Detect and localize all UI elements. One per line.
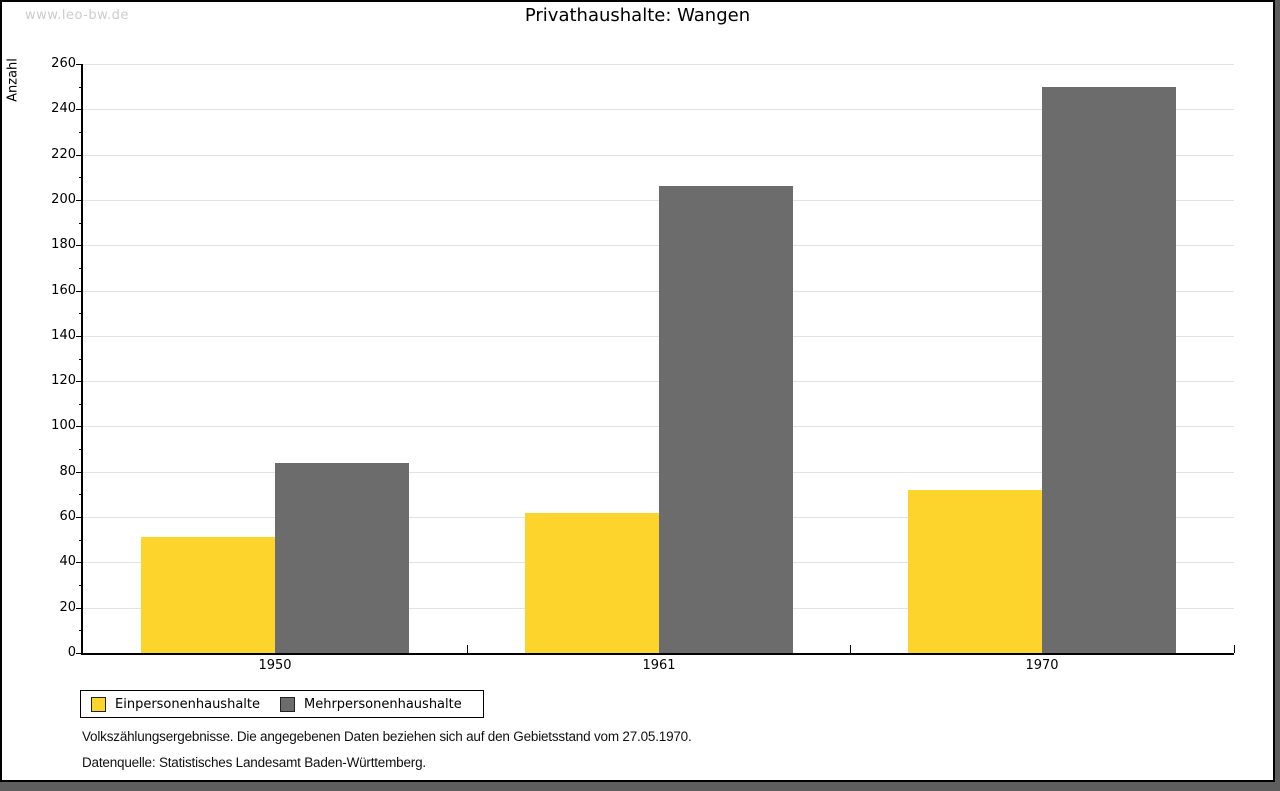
y-axis-tick: [76, 653, 83, 654]
y-tick-label: 80: [59, 464, 76, 479]
gridline: [83, 155, 1234, 156]
bar-mehrpersonenhaushalte-1970: [1042, 87, 1176, 653]
bar-mehrpersonenhaushalte-1950: [275, 463, 409, 653]
y-tick-label: 100: [51, 418, 76, 433]
y-tick-label: 160: [51, 283, 76, 298]
y-axis-tick: [76, 562, 83, 563]
legend-label: Einpersonenhaushalte: [115, 696, 260, 712]
y-tick-label: 60: [59, 509, 76, 524]
gridline: [83, 109, 1234, 110]
y-axis-tick: [76, 64, 83, 65]
y-tick-label: 40: [59, 554, 76, 569]
y-axis-tick: [76, 155, 83, 156]
y-axis-tick: [76, 426, 83, 427]
legend-entry-mehrpersonenhaushalte: Mehrpersonenhaushalte: [280, 696, 462, 712]
x-axis-line: [81, 653, 1234, 655]
footnote-source-note: Volkszählungsergebnisse. Die angegebenen…: [82, 729, 692, 744]
legend-label: Mehrpersonenhaushalte: [304, 696, 462, 712]
y-axis-tick: [76, 608, 83, 609]
chart-title: Privathaushalte: Wangen: [524, 5, 751, 26]
gridline: [83, 426, 1234, 427]
legend: Einpersonenhaushalte Mehrpersonenhaushalt…: [80, 690, 484, 718]
legend-entry-einpersonenhaushalte: Einpersonenhaushalte: [91, 696, 260, 712]
footnote: Volkszählungsergebnisse. Die angegebenen…: [82, 729, 692, 770]
y-axis-line: [81, 64, 83, 655]
y-axis-tick: [76, 109, 83, 110]
x-tick-label: 1961: [642, 658, 676, 673]
bar-mehrpersonenhaushalte-1961: [659, 186, 793, 653]
y-tick-label: 120: [51, 373, 76, 388]
gridline: [83, 245, 1234, 246]
y-tick-label: 200: [51, 192, 76, 207]
bar-einpersonenhaushalte-1950: [141, 537, 275, 653]
bar-einpersonenhaushalte-1961: [525, 513, 659, 653]
y-axis-tick: [76, 336, 83, 337]
y-tick-label: 140: [51, 328, 76, 343]
legend-swatch-icon: [280, 696, 295, 712]
x-axis-tick: [850, 645, 851, 653]
gridline: [83, 200, 1234, 201]
bar-einpersonenhaushalte-1970: [908, 490, 1042, 653]
gridline: [83, 472, 1234, 473]
y-tick-label: 20: [59, 600, 76, 615]
y-axis-tick: [76, 291, 83, 292]
y-axis-tick: [76, 200, 83, 201]
y-axis-tick: [76, 245, 83, 246]
legend-swatch-icon: [91, 696, 106, 712]
y-axis-tick: [76, 472, 83, 473]
x-tick-label: 1950: [258, 658, 292, 673]
y-axis-tick: [76, 517, 83, 518]
y-tick-label: 0: [67, 645, 76, 660]
x-axis-tick: [467, 645, 468, 653]
gridline: [83, 64, 1234, 65]
y-tick-label: 260: [51, 56, 76, 71]
x-axis-tick: [1234, 645, 1235, 653]
watermark: www.leo-bw.de: [25, 8, 129, 23]
y-axis-tick: [76, 381, 83, 382]
gridline: [83, 381, 1234, 382]
x-tick-label: 1970: [1025, 658, 1059, 673]
plot-area: 0 20 40 60 80 100 120 140 160 180 200 220 240 260 1950…: [2, 2, 1273, 780]
y-tick-label: 180: [51, 237, 76, 252]
y-tick-label: 220: [51, 147, 76, 162]
gridline: [83, 336, 1234, 337]
footnote-data-source: Datenquelle: Statistisches Landesamt Bad…: [82, 755, 426, 770]
y-tick-label: 240: [51, 101, 76, 116]
gridline: [83, 291, 1234, 292]
